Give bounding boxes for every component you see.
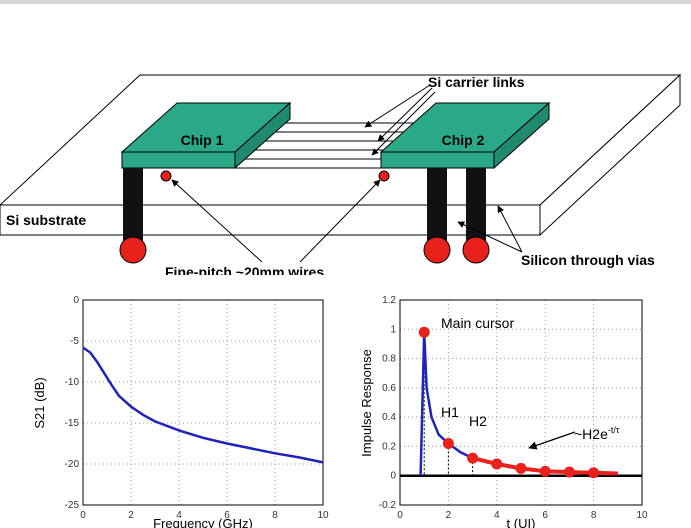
impulse-plot-frame — [399, 299, 643, 506]
si-carrier-links-label: Si carrier links — [428, 74, 525, 90]
x-tick-label: 0 — [397, 510, 403, 521]
x-tick-label: 10 — [636, 510, 648, 521]
impulse-ylabel: Impulse Response — [359, 349, 374, 457]
x-tick-label: 8 — [272, 510, 278, 521]
x-tick-label: 4 — [494, 510, 500, 521]
x-tick-label: 10 — [317, 510, 329, 521]
y-tick-label: -0.2 — [379, 500, 397, 511]
y-tick-label: -25 — [65, 500, 80, 511]
h2-label: H2 — [469, 413, 487, 429]
s21-ticks: 0 2 4 6 8 10 0 -5 -10 -15 -20 -25 — [65, 295, 329, 521]
chip-1-label: Chip 1 — [181, 132, 224, 148]
x-tick-label: 8 — [591, 510, 597, 521]
chip-1 — [120, 101, 292, 170]
x-tick-label: 6 — [224, 510, 230, 521]
chip-2-label: Chip 2 — [442, 132, 485, 148]
si-substrate-slab — [0, 73, 682, 237]
y-tick-label: -10 — [65, 377, 80, 388]
x-tick-label: 6 — [542, 510, 548, 521]
y-tick-label: 0.2 — [382, 441, 396, 452]
cursor-marker — [588, 467, 600, 479]
through-vias — [123, 168, 486, 246]
s21-grid — [82, 299, 324, 506]
main-cursor-label: Main cursor — [441, 315, 514, 331]
decay-arrow — [528, 431, 576, 450]
top-border-strip — [0, 0, 691, 4]
cursor-marker — [539, 465, 551, 477]
cursor-marker — [467, 452, 479, 464]
decay-annotation: ~H2e-t/τ — [574, 425, 620, 442]
y-tick-label: 0 — [390, 471, 396, 482]
x-tick-label: 2 — [446, 510, 452, 521]
y-tick-label: 0.8 — [382, 354, 396, 365]
s21-xlabel: Frequency (GHz) — [153, 516, 253, 528]
y-tick-label: -15 — [65, 418, 80, 429]
cursor-marker — [418, 326, 430, 338]
chip-2 — [379, 101, 551, 170]
si-substrate-label: Si substrate — [6, 212, 86, 228]
impulse-chart: 0 2 4 6 8 101.210.80.60.40.20-0.2 Main cursor… — [359, 295, 648, 528]
cursor-marker — [491, 458, 503, 470]
cursor-marker — [442, 438, 454, 449]
solder-bumps — [119, 170, 490, 264]
s21-ylabel: S21 (dB) — [32, 377, 47, 428]
impulse-xlabel: t (UI) — [507, 516, 536, 528]
s21-series-line — [82, 346, 324, 464]
impulse-ticks: 0 2 4 6 8 101.210.80.60.40.20-0.2 — [379, 295, 648, 521]
decay-base: ~H2e — [574, 426, 608, 442]
x-tick-label: 4 — [176, 510, 182, 521]
y-tick-label: -20 — [65, 459, 80, 470]
y-tick-label: 1.2 — [382, 295, 396, 306]
annotation-arrows — [171, 84, 523, 263]
cursor-markers — [418, 326, 600, 479]
silicon-through-vias-label: Silicon through vias — [521, 252, 655, 268]
y-tick-label: 0.4 — [382, 412, 396, 423]
decay-exponent: -t/τ — [608, 425, 620, 435]
x-tick-label: 2 — [128, 510, 134, 521]
fine-pitch-wires-label: Fine-pitch ~20mm wires — [165, 264, 324, 275]
h1-label: H1 — [441, 404, 459, 420]
y-tick-label: 1 — [390, 324, 396, 335]
s21-chart: 0 2 4 6 8 10 0 -5 -10 -15 -20 -25 Frequency (GHz) S… — [32, 295, 329, 528]
s21-plot-frame — [82, 299, 324, 506]
package-diagram: Chip 1 Chip 2 Si carrier links Si substr… — [0, 73, 682, 275]
y-tick-label: 0 — [73, 295, 79, 306]
cursor-marker — [515, 462, 527, 474]
y-tick-label: -5 — [70, 336, 79, 347]
x-tick-label: 0 — [80, 510, 86, 521]
y-tick-label: 0.6 — [382, 383, 396, 394]
cursor-marker — [563, 466, 575, 478]
